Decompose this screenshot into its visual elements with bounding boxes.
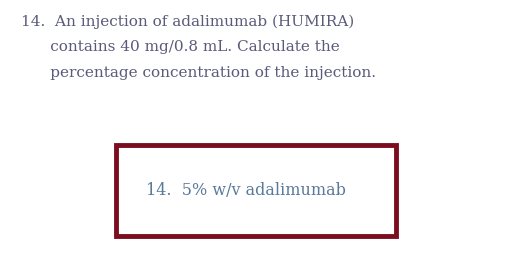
- Text: 14.  5% w/v adalimumab: 14. 5% w/v adalimumab: [146, 182, 346, 199]
- Text: contains 40 mg/0.8 mL. Calculate the: contains 40 mg/0.8 mL. Calculate the: [21, 40, 339, 54]
- Text: percentage concentration of the injection.: percentage concentration of the injectio…: [21, 66, 376, 80]
- FancyBboxPatch shape: [116, 145, 396, 236]
- Text: 14.  An injection of adalimumab (HUMIRA): 14. An injection of adalimumab (HUMIRA): [21, 14, 354, 29]
